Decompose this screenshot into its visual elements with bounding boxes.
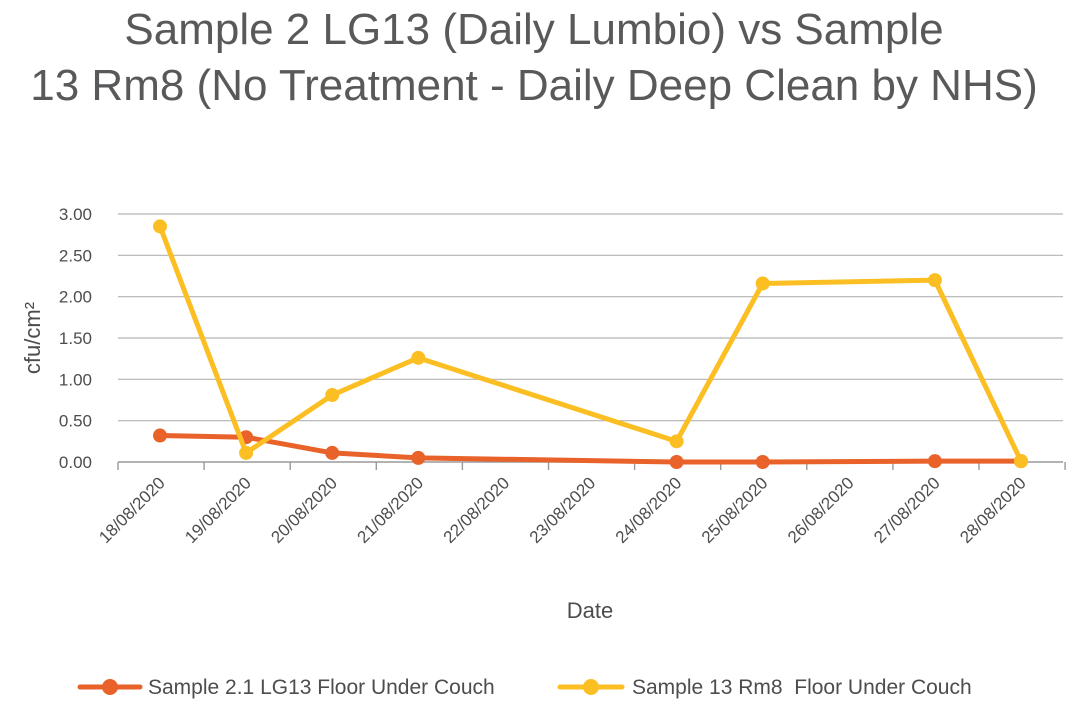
- series-1: [153, 428, 1028, 469]
- x-tick-label: 22/08/2020: [440, 473, 514, 547]
- series-line: [157, 433, 1024, 465]
- x-tick-label: 24/08/2020: [612, 473, 686, 547]
- y-axis-title: cfu/cm²: [20, 302, 45, 374]
- legend-label: Sample 13 Rm8 Floor Under Couch: [632, 676, 972, 699]
- data-point: [325, 388, 340, 403]
- legend-marker: [583, 679, 599, 695]
- x-tick-label: 26/08/2020: [784, 473, 858, 547]
- series-2: [153, 219, 1028, 469]
- data-point: [411, 450, 426, 465]
- legend-marker: [102, 679, 118, 695]
- data-point: [669, 434, 684, 449]
- chart-title-line-1: Sample 2 LG13 (Daily Lumbio) vs Sample: [124, 5, 944, 54]
- data-point: [411, 350, 426, 365]
- chart-title: Sample 2 LG13 (Daily Lumbio) vs Sample 1…: [0, 2, 1068, 114]
- y-tick-label: 2.50: [59, 246, 92, 265]
- data-point: [927, 273, 942, 288]
- y-tick-label: 0.50: [59, 412, 92, 431]
- y-tick-label: 2.00: [59, 288, 92, 307]
- x-tick-label: 28/08/2020: [956, 473, 1030, 547]
- y-tick-label: 3.00: [59, 205, 92, 224]
- data-point: [669, 455, 684, 469]
- series-line: [157, 223, 1024, 464]
- x-tick-label: 27/08/2020: [870, 473, 944, 547]
- y-tick-label: 0.00: [59, 453, 92, 472]
- legend-label: Sample 2.1 LG13 Floor Under Couch: [148, 676, 495, 699]
- data-point: [927, 454, 942, 469]
- x-tick-label: 20/08/2020: [267, 473, 341, 547]
- legend-item: Sample 2.1 LG13 Floor Under Couch: [77, 676, 495, 699]
- x-tick-label: 19/08/2020: [181, 473, 255, 547]
- data-point: [1014, 454, 1028, 469]
- series-group: [153, 219, 1028, 469]
- x-axis-title: Date: [567, 598, 613, 623]
- data-point: [325, 445, 340, 460]
- data-point: [239, 445, 254, 460]
- data-point: [153, 428, 167, 443]
- y-tick-labels: 0.00 0.50 1.00 1.50 2.00 2.50 3.00: [59, 205, 92, 472]
- y-tick-label: 1.00: [59, 370, 92, 389]
- x-tick-label: 25/08/2020: [698, 473, 772, 547]
- chart-title-line-2: 13 Rm8 (No Treatment - Daily Deep Clean …: [30, 61, 1038, 110]
- x-tick-label: 23/08/2020: [526, 473, 600, 547]
- data-point: [755, 276, 770, 291]
- y-tick-label: 1.50: [59, 329, 92, 348]
- x-tick-label: 18/08/2020: [95, 473, 169, 547]
- legend-item: Sample 13 Rm8 Floor Under Couch: [557, 676, 972, 699]
- legend: Sample 2.1 LG13 Floor Under Couch Sample …: [77, 676, 972, 699]
- x-tick-label: 21/08/2020: [354, 473, 428, 547]
- data-point: [153, 219, 167, 234]
- x-tick-labels: 18/08/2020 19/08/2020 20/08/2020 21/08/2020…: [95, 473, 1030, 547]
- data-point: [755, 455, 770, 469]
- gridlines: [118, 213, 1063, 463]
